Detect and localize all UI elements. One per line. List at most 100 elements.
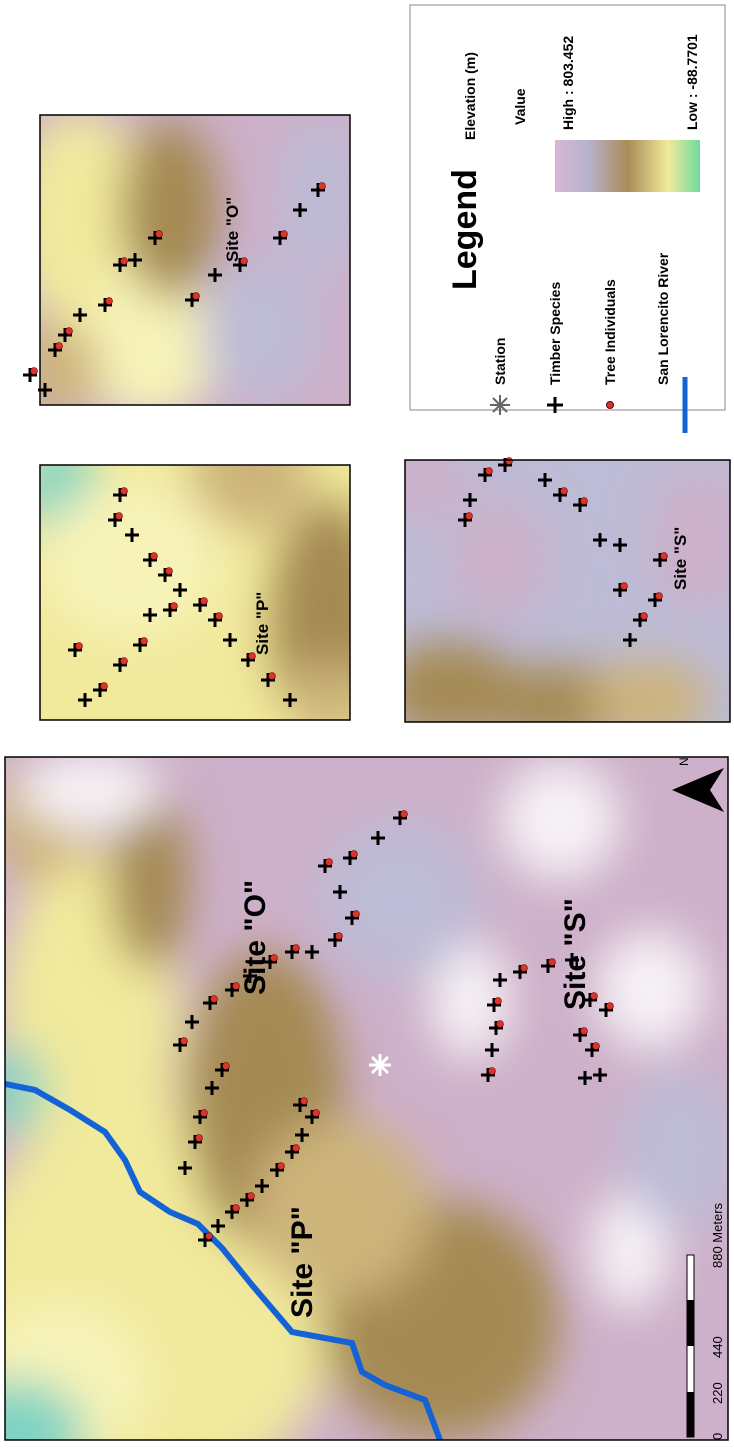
timber-marker: [203, 996, 217, 1010]
timber-marker: [270, 1163, 284, 1177]
tree-marker: [655, 592, 663, 600]
timber-marker: [148, 231, 162, 245]
elevation-ramp: [555, 140, 700, 192]
site-label: Site "S": [559, 898, 592, 1010]
timber-marker: [273, 231, 287, 245]
tree-marker: [105, 297, 113, 305]
timber-marker: [538, 473, 552, 487]
timber-marker: [583, 993, 597, 1007]
terrain: [110, 790, 190, 970]
timber-marker: [311, 183, 325, 197]
tree-marker: [465, 512, 473, 520]
timber-marker: [487, 998, 501, 1012]
terrain: [280, 120, 350, 280]
timber-marker: [458, 513, 472, 527]
tree-marker: [485, 467, 493, 475]
tree-marker: [280, 230, 288, 238]
tree-marker: [640, 612, 648, 620]
tree-markers: [23, 182, 668, 1247]
timber-marker: [623, 633, 637, 647]
tree-marker: [170, 602, 178, 610]
terrain: [40, 320, 100, 405]
timber-marker: [143, 553, 157, 567]
elevation-high: High : 803.452: [560, 36, 576, 130]
scale-label: 220: [710, 1382, 725, 1404]
timber-marker: [215, 1063, 229, 1077]
tree-marker: [300, 1097, 308, 1105]
tree-marker: [200, 597, 208, 605]
timber-marker: [113, 658, 127, 672]
station-icon: [490, 395, 510, 415]
timber-marker: [493, 973, 507, 987]
legend-item: Station: [492, 338, 508, 385]
timber-marker: [158, 568, 172, 582]
timber-marker: [578, 1071, 592, 1085]
terrain: [500, 760, 620, 880]
timber-marker: [108, 513, 122, 527]
tree-marker: [248, 652, 256, 660]
tree-marker: [232, 1204, 240, 1212]
tree-marker: [75, 642, 83, 650]
timber-marker: [128, 253, 142, 267]
tree-marker: [350, 850, 358, 858]
tree-marker: [222, 1062, 230, 1070]
north-arrow: [672, 768, 724, 812]
timber-marker: [573, 1028, 587, 1042]
timber-marker: [593, 1068, 607, 1082]
site-label: Site "P": [253, 592, 272, 655]
timber-marker: [113, 488, 127, 502]
timber-marker: [223, 633, 237, 647]
terrain: [20, 757, 160, 830]
timber-marker: [225, 983, 239, 997]
terrain: [190, 465, 310, 530]
legend-item: San Lorencito River: [655, 252, 671, 385]
timber-marker: [68, 643, 82, 657]
timber-marker: [178, 1161, 192, 1175]
tree-marker: [268, 672, 276, 680]
elevation-title: Elevation (m): [462, 52, 478, 140]
timber-marker: [318, 859, 332, 873]
tree-marker: [660, 552, 668, 560]
terrain: [200, 260, 320, 400]
timber-marker: [163, 603, 177, 617]
tree-marker: [65, 327, 73, 335]
timber-marker: [125, 528, 139, 542]
timber-marker: [489, 1021, 503, 1035]
timber-marker: [333, 885, 347, 899]
terrain-blobs: [405, 460, 730, 722]
timber-marker: [343, 851, 357, 865]
terrain: [250, 1120, 430, 1300]
frame: [4, 756, 729, 1441]
timber-marker: [241, 653, 255, 667]
timber-marker: [93, 683, 107, 697]
timber-marker: [263, 955, 277, 969]
elevation-main: [5, 757, 728, 1440]
timber-marker: [293, 1098, 307, 1112]
timber-marker: [541, 959, 555, 973]
timber-marker: [240, 1193, 254, 1207]
frame: [39, 114, 351, 406]
timber-marker: [185, 293, 199, 307]
timber-marker: [173, 583, 187, 597]
terrain-blobs: [40, 115, 350, 405]
tree-marker: [195, 1134, 203, 1142]
terrain: [40, 480, 220, 640]
tree-marker: [494, 997, 502, 1005]
timber-marker: [565, 953, 579, 967]
north-label: N: [677, 757, 691, 766]
timber-marker: [573, 498, 587, 512]
tree-marker: [325, 858, 333, 866]
tree-marker: [120, 657, 128, 665]
timber-marker: [513, 965, 527, 979]
terrain: [120, 120, 220, 300]
timber-marker: [585, 1043, 599, 1057]
timber-marker: [233, 258, 247, 272]
tree-marker: [192, 292, 200, 300]
tree-marker: [580, 1027, 588, 1035]
timber-marker: [73, 308, 87, 322]
timber-marker: [478, 468, 492, 482]
frame: [404, 459, 731, 723]
terrain-blobs: [40, 465, 350, 720]
timber-marker: [255, 1179, 269, 1193]
